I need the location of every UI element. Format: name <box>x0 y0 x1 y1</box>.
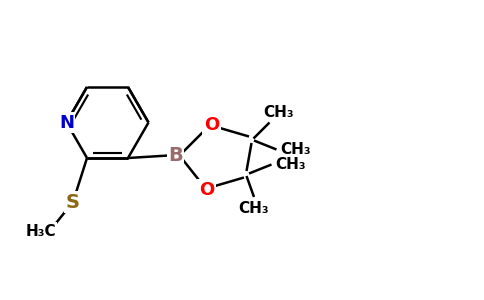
Text: O: O <box>199 181 214 199</box>
Text: N: N <box>59 113 74 131</box>
Text: CH₃: CH₃ <box>275 157 306 172</box>
Text: CH₃: CH₃ <box>263 105 294 120</box>
Text: CH₃: CH₃ <box>239 200 269 215</box>
Text: H₃C: H₃C <box>25 224 56 238</box>
Text: B: B <box>168 146 183 165</box>
Text: CH₃: CH₃ <box>280 142 311 157</box>
Text: S: S <box>66 193 80 211</box>
Text: O: O <box>204 116 219 134</box>
